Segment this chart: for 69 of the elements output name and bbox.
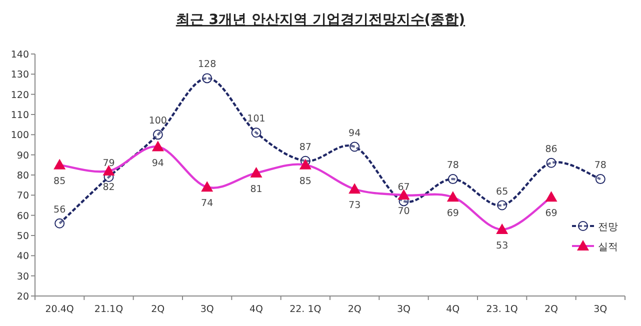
point	[348, 183, 361, 194]
y-tick-label: 90	[16, 150, 29, 162]
point	[496, 223, 508, 234]
y-tick-label: 50	[16, 231, 29, 242]
x-tick-label: 2Q	[544, 304, 558, 315]
legend-label: 전망	[598, 222, 618, 233]
point	[152, 130, 163, 140]
data-label: 53	[496, 240, 508, 252]
y-tick-label: 80	[16, 170, 29, 182]
y-tick-label: 100	[10, 130, 29, 142]
point	[54, 158, 66, 170]
x-tick-label: 3Q	[396, 304, 411, 315]
data-label: 65	[496, 186, 508, 198]
chart-title: 최근 3개년 안산지역 기업경기전망지수(종합)	[176, 12, 466, 28]
point	[152, 140, 164, 152]
point	[299, 158, 312, 170]
data-label: 69	[545, 208, 558, 220]
data-label: 78	[446, 160, 459, 172]
data-label: 70	[398, 206, 410, 218]
data-label: 100	[148, 116, 167, 127]
x-tick-label: 21.1Q	[94, 304, 124, 315]
point	[497, 200, 508, 210]
data-label: 87	[299, 142, 312, 153]
point	[250, 166, 262, 178]
data-label: 74	[201, 198, 214, 210]
data-label: 78	[594, 160, 606, 172]
data-label: 85	[54, 176, 66, 187]
data-label: 67	[398, 182, 410, 194]
x-tick-label: 4Q	[446, 304, 460, 315]
data-label: 73	[348, 200, 361, 212]
x-tick-label: 3Q	[200, 304, 214, 315]
data-label: 86	[545, 144, 558, 155]
data-label: 81	[250, 184, 262, 195]
data-label: 69	[446, 208, 459, 220]
point	[545, 191, 558, 202]
y-tick-label: 20	[16, 292, 29, 302]
x-tick-label: 22. 1Q	[290, 304, 322, 315]
y-tick-label: 70	[16, 190, 29, 202]
x-tick-label: 20.4Q	[45, 304, 74, 315]
y-tick-label: 140	[10, 50, 29, 60]
data-label: 128	[198, 59, 216, 70]
data-label: 101	[247, 114, 266, 125]
point	[350, 142, 360, 152]
point	[546, 158, 556, 168]
point	[251, 128, 262, 138]
data-label: 79	[102, 158, 115, 170]
data-label: 94	[348, 128, 361, 139]
y-tick-label: 120	[10, 90, 29, 101]
y-tick-label: 60	[16, 210, 29, 222]
data-label: 82	[102, 182, 115, 193]
legend-label: 실적	[598, 242, 618, 253]
data-label: 94	[152, 158, 164, 169]
x-tick-label: 2Q	[151, 304, 165, 315]
y-tick-label: 30	[16, 271, 29, 282]
point	[54, 218, 65, 228]
point	[202, 73, 212, 84]
y-tick-label: 40	[16, 251, 29, 262]
point	[595, 174, 606, 184]
data-label: 85	[299, 176, 312, 187]
y-tick-label: 110	[10, 110, 29, 121]
x-tick-label: 2Q	[348, 304, 362, 315]
point	[448, 174, 458, 184]
point	[201, 181, 214, 192]
x-tick-label: 23. 1Q	[486, 304, 518, 315]
data-label: 56	[54, 204, 66, 216]
point	[446, 191, 459, 202]
x-tick-label: 4Q	[249, 304, 264, 315]
y-tick-label: 130	[10, 70, 29, 81]
x-tick-label: 3Q	[594, 304, 608, 315]
